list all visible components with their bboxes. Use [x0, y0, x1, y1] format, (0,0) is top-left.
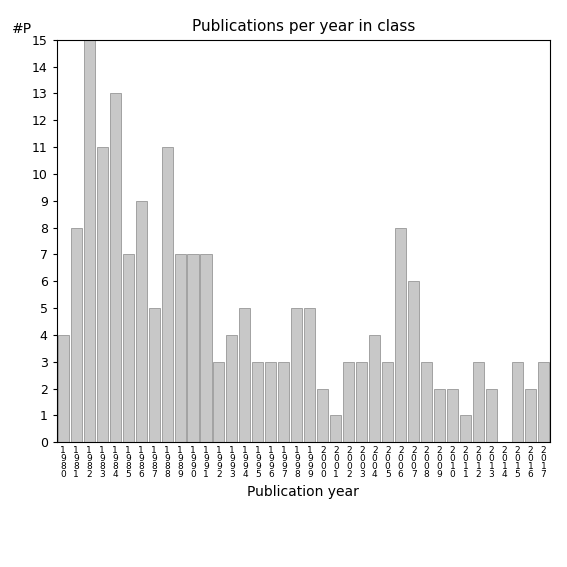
- Bar: [447, 388, 458, 442]
- Bar: [369, 335, 380, 442]
- Bar: [395, 227, 406, 442]
- Bar: [162, 147, 172, 442]
- Bar: [486, 388, 497, 442]
- Bar: [122, 255, 134, 442]
- Bar: [291, 308, 302, 442]
- Bar: [201, 255, 211, 442]
- Bar: [382, 362, 393, 442]
- Text: #P: #P: [12, 22, 32, 36]
- Bar: [213, 362, 225, 442]
- Bar: [460, 416, 471, 442]
- X-axis label: Publication year: Publication year: [247, 485, 359, 499]
- Bar: [84, 40, 95, 442]
- Bar: [538, 362, 549, 442]
- Bar: [318, 388, 328, 442]
- Bar: [175, 255, 185, 442]
- Bar: [331, 416, 341, 442]
- Bar: [109, 94, 121, 442]
- Bar: [512, 362, 523, 442]
- Bar: [525, 388, 536, 442]
- Bar: [421, 362, 432, 442]
- Bar: [473, 362, 484, 442]
- Title: Publications per year in class: Publications per year in class: [192, 19, 415, 35]
- Bar: [188, 255, 198, 442]
- Bar: [265, 362, 276, 442]
- Bar: [239, 308, 251, 442]
- Bar: [252, 362, 264, 442]
- Bar: [408, 281, 419, 442]
- Bar: [434, 388, 445, 442]
- Bar: [96, 147, 108, 442]
- Bar: [278, 362, 289, 442]
- Bar: [71, 227, 82, 442]
- Bar: [149, 308, 159, 442]
- Bar: [356, 362, 367, 442]
- Bar: [136, 201, 147, 442]
- Bar: [343, 362, 354, 442]
- Bar: [226, 335, 238, 442]
- Bar: [304, 308, 315, 442]
- Bar: [58, 335, 69, 442]
